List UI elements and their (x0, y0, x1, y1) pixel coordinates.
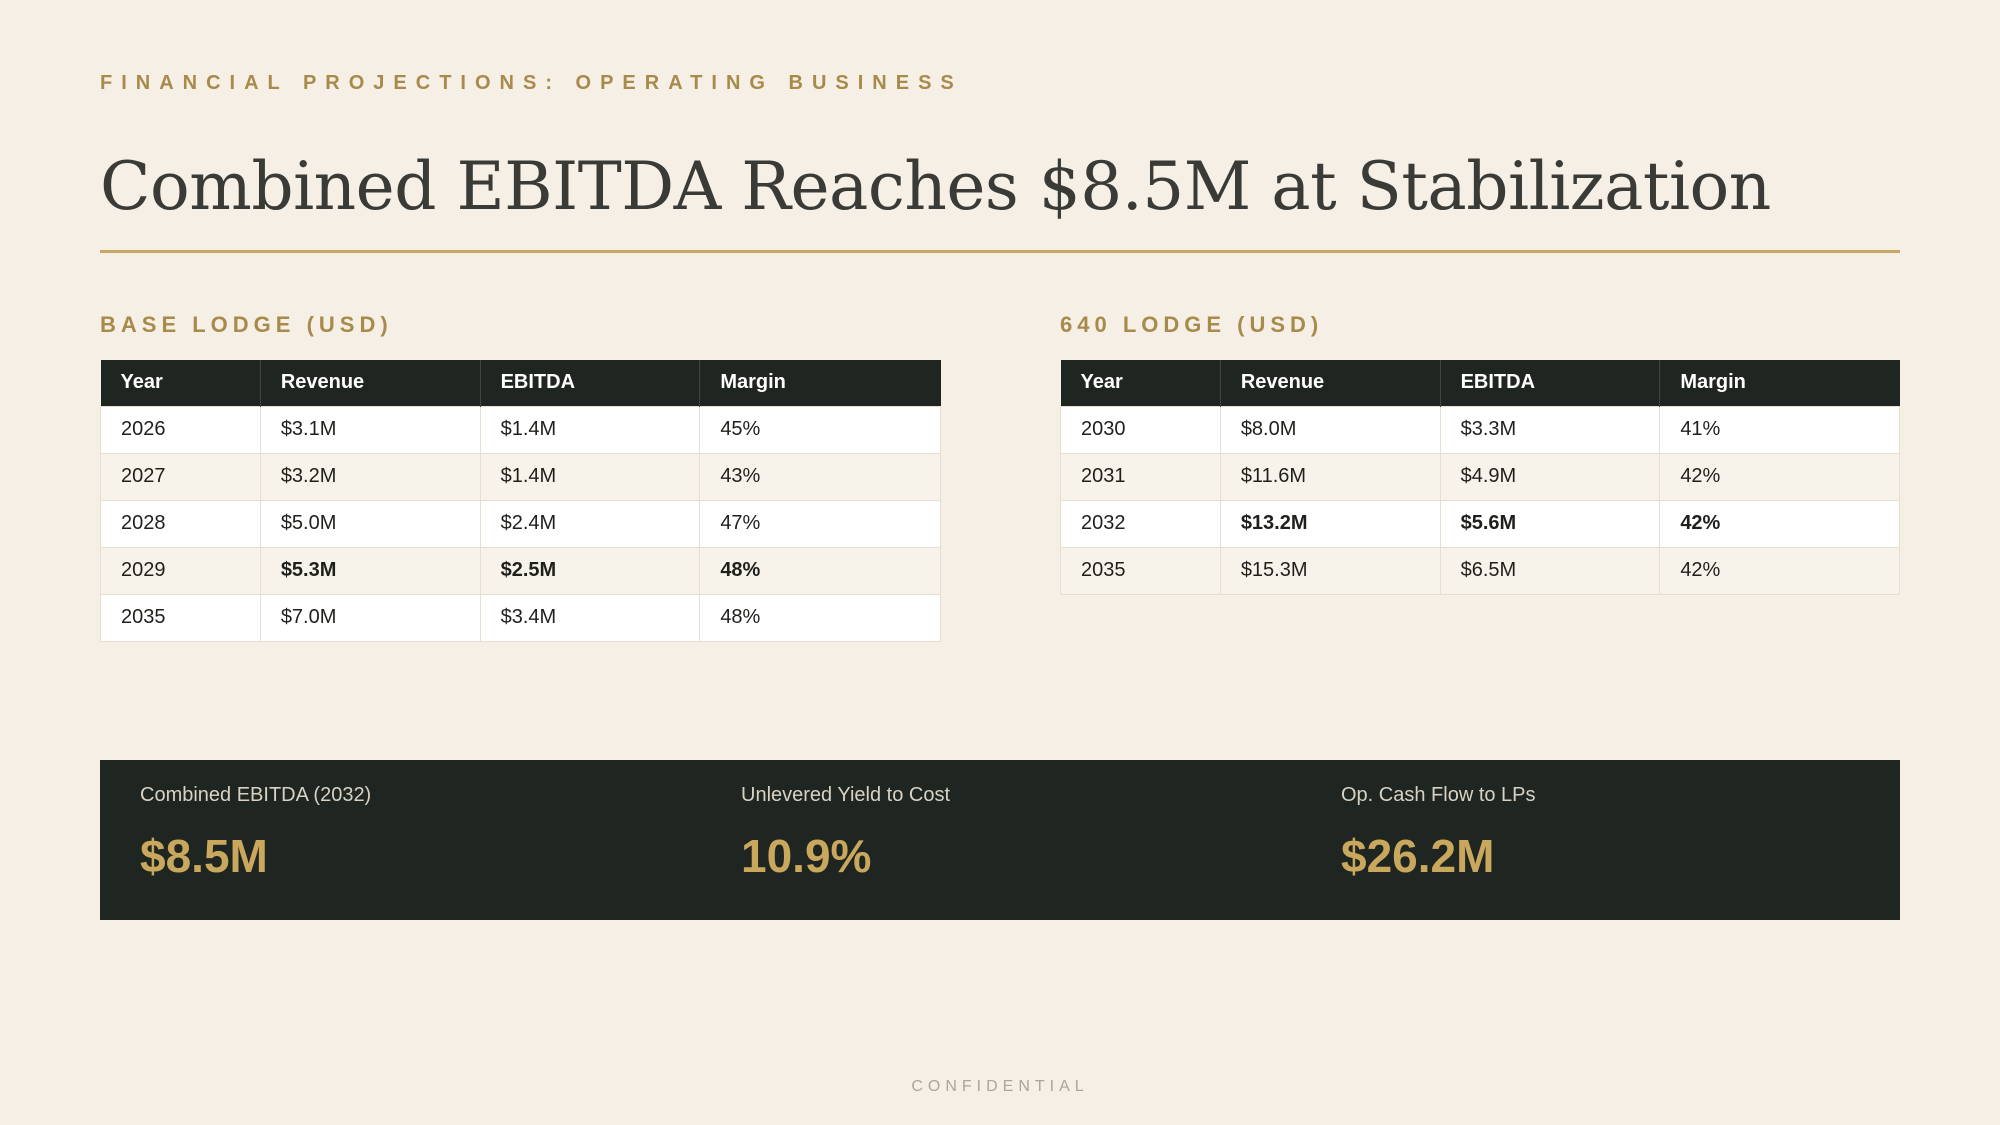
stat-value: $8.5M (140, 830, 268, 882)
lodge-640-label: 640 LODGE (USD) (1060, 312, 1324, 337)
table-row: 2035 $7.0M $3.4M 48% (100, 593, 941, 642)
table-row-highlighted: 2032 $13.2M $5.6M 42% (1060, 499, 1900, 548)
cell-year: 2030 (1060, 405, 1221, 454)
cell-year: 2028 (100, 499, 261, 548)
stat-label: Unlevered Yield to Cost (741, 784, 951, 806)
base-lodge-label: BASE LODGE (USD) (100, 312, 393, 337)
cell-year: 2027 (100, 452, 261, 501)
lodge-640-table: Year Revenue EBITDA Margin 2030 $8.0M $3… (1060, 360, 1900, 595)
cell-margin: 48% (699, 546, 941, 595)
cell-year: 2031 (1060, 452, 1221, 501)
base-lodge-table: Year Revenue EBITDA Margin 2026 $3.1M $1… (100, 360, 941, 642)
cell-margin: 42% (1659, 546, 1900, 595)
cell-ebitda: $5.6M (1439, 499, 1661, 548)
stat-label: Op. Cash Flow to LPs (1341, 784, 1536, 806)
table-row: 2028 $5.0M $2.4M 47% (100, 499, 941, 548)
cell-year: 2035 (1060, 546, 1221, 595)
column-header-margin: Margin (699, 360, 941, 406)
table-header-row: Year Revenue EBITDA Margin (1060, 360, 1900, 406)
cell-year: 2026 (100, 405, 261, 454)
cell-ebitda: $1.4M (479, 405, 701, 454)
page-title: Combined EBITDA Reaches $8.5M at Stabili… (100, 148, 1771, 225)
stat-combined-ebitda: Combined EBITDA (2032) $8.5M (140, 784, 371, 883)
cell-ebitda: $2.4M (479, 499, 701, 548)
cell-revenue: $3.1M (259, 405, 481, 454)
cell-margin: 42% (1659, 452, 1900, 501)
column-header-revenue: Revenue (1220, 360, 1441, 406)
table-row: 2030 $8.0M $3.3M 41% (1060, 405, 1900, 454)
column-header-margin: Margin (1659, 360, 1900, 406)
stat-op-cash-flow: Op. Cash Flow to LPs $26.2M (1341, 784, 1536, 883)
cell-margin: 45% (699, 405, 941, 454)
title-divider (100, 250, 1900, 253)
cell-margin: 43% (699, 452, 941, 501)
cell-revenue: $15.3M (1219, 546, 1441, 595)
cell-ebitda: $2.5M (479, 546, 701, 595)
column-header-year: Year (100, 360, 261, 406)
cell-year: 2029 (100, 546, 261, 595)
table-row-highlighted: 2029 $5.3M $2.5M 48% (100, 546, 941, 595)
cell-ebitda: $3.3M (1439, 405, 1661, 454)
table-row: 2026 $3.1M $1.4M 45% (100, 405, 941, 454)
cell-revenue: $11.6M (1219, 452, 1441, 501)
column-header-revenue: Revenue (260, 360, 481, 406)
cell-ebitda: $1.4M (479, 452, 701, 501)
cell-year: 2032 (1060, 499, 1221, 548)
table-row: 2035 $15.3M $6.5M 42% (1060, 546, 1900, 595)
section-eyebrow: FINANCIAL PROJECTIONS: OPERATING BUSINES… (100, 72, 963, 94)
cell-ebitda: $4.9M (1439, 452, 1661, 501)
confidential-footer: CONFIDENTIAL (911, 1078, 1089, 1095)
cell-revenue: $5.3M (259, 546, 481, 595)
stat-value: $26.2M (1341, 830, 1495, 882)
cell-revenue: $8.0M (1219, 405, 1441, 454)
column-header-ebitda: EBITDA (1440, 360, 1661, 406)
stat-value: 10.9% (741, 830, 872, 882)
table-row: 2027 $3.2M $1.4M 43% (100, 452, 941, 501)
cell-revenue: $7.0M (259, 593, 481, 642)
table-row: 2031 $11.6M $4.9M 42% (1060, 452, 1900, 501)
stat-label: Combined EBITDA (2032) (140, 784, 372, 806)
column-header-ebitda: EBITDA (480, 360, 701, 406)
stat-unlevered-yield: Unlevered Yield to Cost 10.9% (741, 784, 950, 883)
cell-year: 2035 (100, 593, 261, 642)
cell-ebitda: $3.4M (479, 593, 701, 642)
cell-margin: 48% (699, 593, 941, 642)
cell-margin: 41% (1659, 405, 1900, 454)
summary-stats-panel: Combined EBITDA (2032) $8.5M Unlevered Y… (100, 760, 1900, 920)
cell-ebitda: $6.5M (1439, 546, 1661, 595)
column-header-year: Year (1060, 360, 1221, 406)
cell-margin: 42% (1659, 499, 1900, 548)
cell-revenue: $3.2M (259, 452, 481, 501)
cell-margin: 47% (699, 499, 941, 548)
table-header-row: Year Revenue EBITDA Margin (100, 360, 941, 406)
cell-revenue: $13.2M (1219, 499, 1441, 548)
cell-revenue: $5.0M (259, 499, 481, 548)
